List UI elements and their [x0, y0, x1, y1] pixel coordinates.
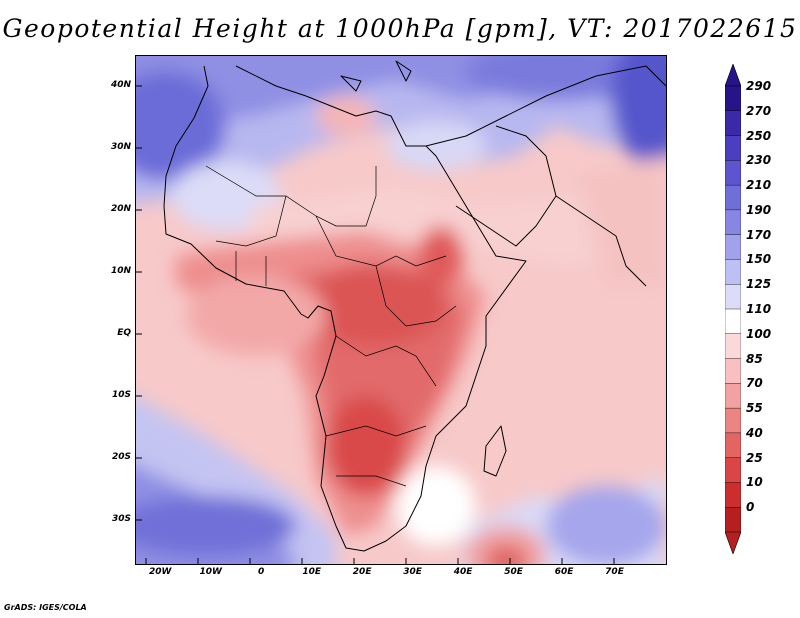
colorbar-swatch — [725, 209, 741, 236]
lon-tick-label: 10W — [199, 567, 222, 577]
colorbar-level-label: 290 — [746, 79, 772, 93]
colorbar-level-label: 25 — [746, 450, 763, 465]
footer-credit: GrADS: IGES/COLA — [4, 603, 87, 612]
colorbar-swatch — [725, 135, 741, 161]
lat-tick-label: 40N — [110, 79, 131, 90]
colorbar-level-label: 55 — [746, 401, 763, 416]
colorbar-swatch — [725, 234, 741, 260]
colorbar-level-label: 190 — [746, 202, 772, 217]
coastlines — [163, 60, 666, 552]
colorbar-level-label: 110 — [746, 302, 772, 316]
colorbar-level-label: 85 — [746, 351, 763, 366]
colorbar-swatch — [725, 308, 741, 335]
colorbar-bottom-arrow — [725, 531, 741, 554]
colorbar-swatch — [725, 432, 741, 459]
lon-tick-label: 20W — [149, 567, 172, 577]
colorbar-level-label: 150 — [746, 252, 772, 267]
lat-tick-label: 30N — [110, 141, 131, 152]
lat-tick-label: 20S — [111, 451, 131, 462]
colorbar-level-label: 100 — [746, 326, 772, 341]
colorbar-swatch — [725, 457, 741, 483]
lat-tick-label: 10S — [111, 389, 131, 400]
lat-tick-label: 20N — [110, 203, 131, 214]
height-field — [136, 56, 666, 564]
lon-tick-label: 10E — [302, 567, 321, 577]
colorbar-swatch — [725, 160, 741, 186]
map-frame[interactable] — [135, 55, 667, 565]
colorbar — [725, 64, 741, 554]
colorbar-level-label: 250 — [746, 128, 772, 143]
lon-tick-label: 70E — [605, 567, 624, 577]
country-borders — [205, 165, 457, 487]
colorbar-level-label: 70 — [746, 376, 763, 391]
colorbar-level-label: 230 — [746, 153, 772, 168]
colorbar-level-label: 270 — [746, 103, 772, 118]
lon-tick-label: 20E — [352, 567, 372, 577]
colorbar-top-arrow — [725, 64, 741, 87]
colorbar-level-label: 40 — [746, 425, 763, 440]
lon-tick-label: 30E — [403, 567, 422, 577]
map-title: Geopotential Height at 1000hPa [gpm], VT… — [2, 14, 798, 43]
lat-tick-label: 30S — [111, 513, 131, 524]
colorbar-swatch — [725, 358, 741, 384]
colorbar-swatch — [725, 184, 741, 211]
colorbar-swatch — [725, 110, 741, 137]
colorbar-swatch — [725, 284, 741, 310]
map-svg — [136, 56, 666, 564]
colorbar-swatch — [725, 407, 741, 434]
colorbar-level-label: 170 — [746, 227, 772, 242]
lat-tick-label: 10N — [110, 265, 131, 276]
colorbar-swatch — [725, 482, 741, 508]
map-axis-ticks — [136, 85, 615, 564]
colorbar-swatch — [725, 259, 741, 285]
lon-tick-label: 50E — [504, 567, 523, 577]
colorbar-swatch — [725, 85, 741, 112]
colorbar-swatch — [725, 333, 741, 360]
lon-tick-label: 0 — [258, 567, 265, 577]
lon-tick-label: 40E — [453, 567, 473, 577]
lon-tick-label: 60E — [554, 567, 574, 577]
colorbar-level-label: 210 — [746, 178, 772, 193]
colorbar-swatch — [725, 383, 741, 409]
colorbar-swatch — [725, 507, 741, 533]
lat-tick-label: EQ — [117, 327, 131, 338]
colorbar-level-label: 10 — [746, 475, 763, 490]
colorbar-level-label: 0 — [746, 500, 755, 515]
colorbar-level-label: 125 — [746, 277, 772, 292]
